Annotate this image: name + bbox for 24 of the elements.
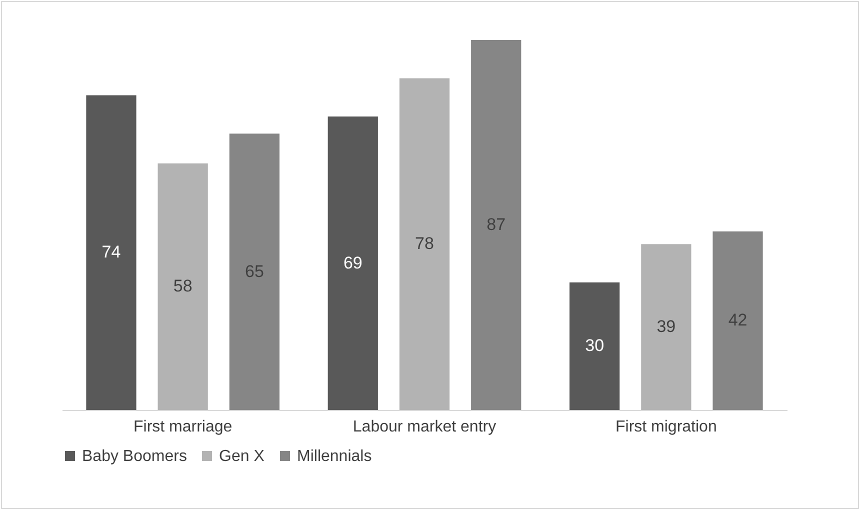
- bar: [471, 40, 522, 410]
- data-label: 69: [343, 253, 362, 272]
- bar: [328, 116, 378, 410]
- bar: [570, 282, 620, 410]
- bar: [712, 231, 763, 410]
- data-label: 87: [486, 215, 506, 234]
- x-tick-label: Labour market entry: [352, 418, 496, 436]
- x-tick-label: First migration: [615, 418, 717, 436]
- bar: [399, 78, 450, 410]
- legend-label: Gen X: [219, 448, 265, 465]
- bar: [158, 163, 208, 410]
- legend-label: Millennials: [297, 448, 372, 465]
- data-label: 74: [102, 242, 121, 262]
- data-label: 42: [728, 310, 748, 330]
- bar: [641, 244, 692, 410]
- data-label: 78: [415, 234, 434, 254]
- legend-label: Baby Boomers: [82, 448, 187, 465]
- data-label: 65: [244, 262, 264, 281]
- data-label: 58: [173, 276, 192, 296]
- data-label: 39: [656, 317, 676, 336]
- data-label: 30: [585, 336, 604, 356]
- bar: [86, 95, 136, 410]
- bar: [229, 134, 280, 410]
- x-tick-label: First marriage: [133, 418, 232, 436]
